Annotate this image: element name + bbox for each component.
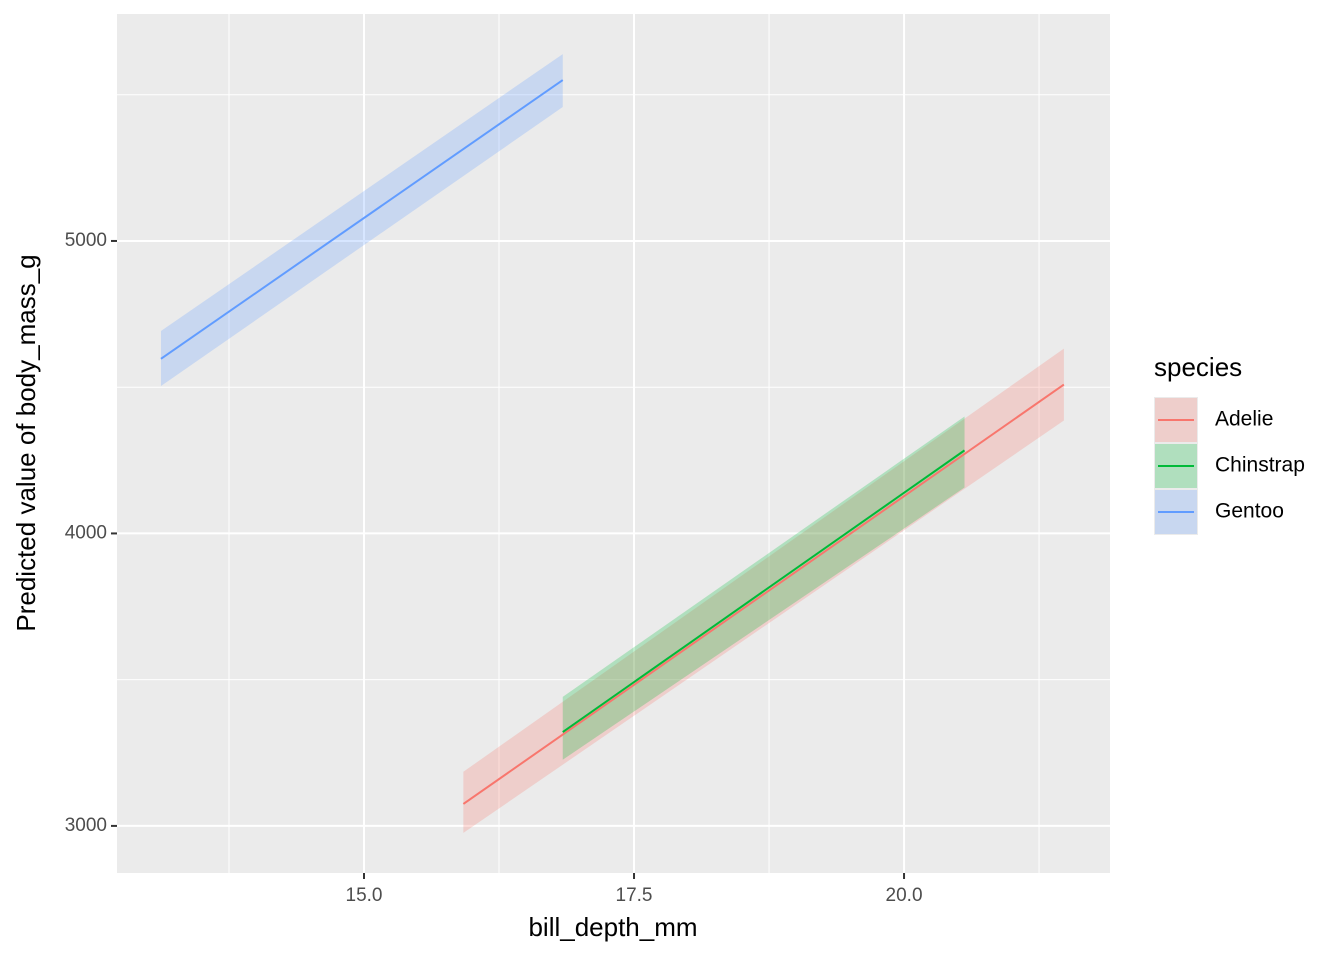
x-axis-title: bill_depth_mm	[528, 912, 697, 942]
legend-label: Chinstrap	[1215, 454, 1305, 477]
marks	[160, 54, 1065, 833]
legend-title: species	[1154, 352, 1242, 382]
grid	[117, 14, 1110, 873]
x-tick-label: 15.0	[346, 885, 383, 906]
legend-label: Adelie	[1215, 408, 1273, 431]
legend-label: Gentoo	[1215, 500, 1284, 523]
y-tick-label: 3000	[65, 815, 107, 836]
line	[462, 383, 1065, 805]
panel	[117, 14, 1110, 873]
y-axis-title: Predicted value of body_mass_g	[11, 254, 41, 631]
line	[160, 79, 564, 360]
x-tick-label: 20.0	[886, 885, 923, 906]
line	[562, 449, 966, 733]
y-tick-label: 4000	[65, 522, 107, 543]
x-tick-label: 17.5	[616, 885, 653, 906]
y-tick-label: 5000	[65, 230, 107, 251]
confidence-band	[562, 416, 965, 760]
